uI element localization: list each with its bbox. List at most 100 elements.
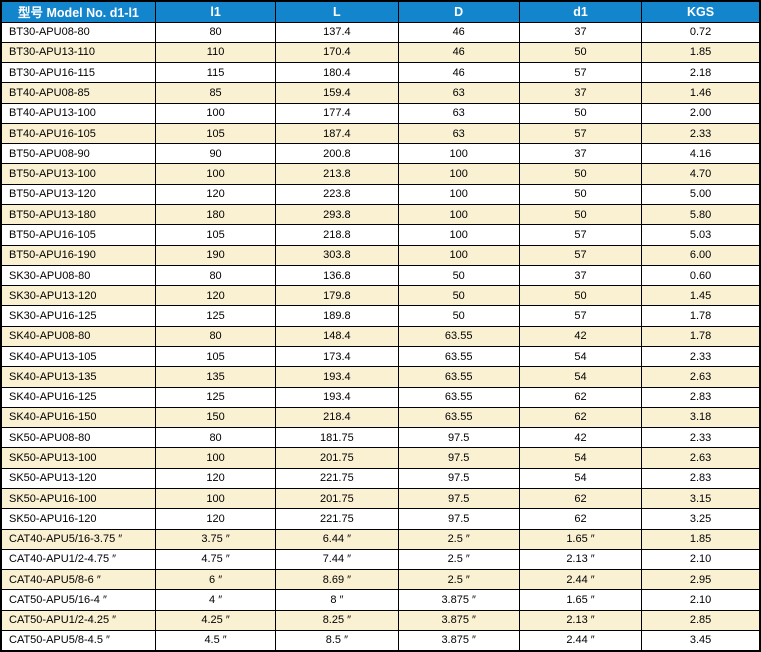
cell-l1: 6 ″ xyxy=(154,569,277,591)
cell-L: 179.8 xyxy=(275,285,399,307)
cell-L: 218.4 xyxy=(275,406,399,429)
cell-l1: 100 xyxy=(154,447,277,469)
cell-KGS: 2.10 xyxy=(641,589,761,611)
cell-D: 63 xyxy=(397,102,520,124)
cell-KGS: 3.18 xyxy=(641,406,761,429)
table-row: SK50-APU13-100 100 201.75 97.5 54 2.63 xyxy=(0,447,761,469)
cell-l1: 180 xyxy=(154,204,277,226)
cell-D: 3.875 ″ xyxy=(397,629,520,652)
cell-D: 63.55 xyxy=(397,386,520,408)
cell-L: 221.75 xyxy=(275,508,399,530)
cell-KGS: 4.70 xyxy=(641,163,761,185)
cell-l1: 4.25 ″ xyxy=(154,609,277,631)
cell-KGS: 4.16 xyxy=(641,143,761,165)
cell-d1: 50 xyxy=(518,41,643,64)
cell-l1: 4.75 ″ xyxy=(154,548,277,571)
cell-KGS: 2.33 xyxy=(641,427,761,449)
table-row: BT40-APU13-100 100 177.4 63 50 2.00 xyxy=(0,102,761,124)
cell-d1: 62 xyxy=(518,487,643,510)
cell-model-no: SK40-APU16-125 xyxy=(0,386,156,408)
cell-D: 97.5 xyxy=(397,467,520,489)
table-row: BT50-APU13-120 120 223.8 100 50 5.00 xyxy=(0,183,761,206)
header-cell-KGS: KGS xyxy=(641,0,761,23)
cell-d1: 37 xyxy=(518,143,643,165)
cell-L: 137.4 xyxy=(275,21,399,43)
table-row: CAT40-APU1/2-4.75 ″ 4.75 ″ 7.44 ″ 2.5 ″ 2.13… xyxy=(0,548,761,571)
table-row: SK50-APU13-120 120 221.75 97.5 54 2.83 xyxy=(0,467,761,489)
cell-L: 173.4 xyxy=(275,345,399,368)
cell-d1: 57 xyxy=(518,62,643,84)
cell-d1: 1.65 ″ xyxy=(518,589,643,611)
cell-KGS: 1.78 xyxy=(641,305,761,327)
cell-d1: 50 xyxy=(518,204,643,226)
cell-KGS: 0.60 xyxy=(641,264,761,287)
cell-d1: 1.65 ″ xyxy=(518,528,643,550)
cell-D: 97.5 xyxy=(397,508,520,530)
cell-model-no: SK30-APU16-125 xyxy=(0,305,156,327)
table-row: SK40-APU08-80 80 148.4 63.55 42 1.78 xyxy=(0,325,761,348)
cell-model-no: SK50-APU16-100 xyxy=(0,487,156,510)
cell-d1: 50 xyxy=(518,285,643,307)
cell-L: 213.8 xyxy=(275,163,399,185)
cell-L: 201.75 xyxy=(275,447,399,469)
cell-KGS: 1.45 xyxy=(641,285,761,307)
cell-d1: 2.44 ″ xyxy=(518,629,643,652)
table-row: SK50-APU16-120 120 221.75 97.5 62 3.25 xyxy=(0,508,761,530)
cell-d1: 50 xyxy=(518,102,643,124)
cell-d1: 2.13 ″ xyxy=(518,609,643,631)
cell-l1: 120 xyxy=(154,508,277,530)
cell-D: 97.5 xyxy=(397,447,520,469)
table-row: SK30-APU16-125 125 189.8 50 57 1.78 xyxy=(0,305,761,327)
cell-model-no: CAT40-APU1/2-4.75 ″ xyxy=(0,548,156,571)
cell-l1: 100 xyxy=(154,163,277,185)
table-row: CAT40-APU5/16-3.75 ″ 3.75 ″ 6.44 ″ 2.5 ″ 1.6… xyxy=(0,528,761,550)
header-cell-l1: l1 xyxy=(154,0,277,23)
cell-D: 97.5 xyxy=(397,427,520,449)
cell-model-no: BT50-APU16-190 xyxy=(0,244,156,266)
cell-model-no: SK40-APU16-150 xyxy=(0,406,156,429)
cell-L: 8.5 ″ xyxy=(275,629,399,652)
cell-model-no: CAT50-APU5/16-4 ″ xyxy=(0,589,156,611)
cell-model-no: CAT50-APU5/8-4.5 ″ xyxy=(0,629,156,652)
cell-d1: 54 xyxy=(518,467,643,489)
cell-L: 181.75 xyxy=(275,427,399,449)
cell-L: 7.44 ″ xyxy=(275,548,399,571)
cell-l1: 80 xyxy=(154,427,277,449)
cell-KGS: 2.83 xyxy=(641,386,761,408)
cell-l1: 80 xyxy=(154,264,277,287)
table-row: BT30-APU16-115 115 180.4 46 57 2.18 xyxy=(0,62,761,84)
cell-KGS: 2.95 xyxy=(641,569,761,591)
cell-D: 50 xyxy=(397,305,520,327)
cell-l1: 4 ″ xyxy=(154,589,277,611)
cell-d1: 37 xyxy=(518,21,643,43)
cell-d1: 57 xyxy=(518,122,643,145)
cell-KGS: 2.33 xyxy=(641,345,761,368)
header-cell-D: D xyxy=(397,0,520,23)
cell-L: 293.8 xyxy=(275,204,399,226)
cell-d1: 37 xyxy=(518,82,643,104)
table-row: SK40-APU16-150 150 218.4 63.55 62 3.18 xyxy=(0,406,761,429)
cell-KGS: 5.03 xyxy=(641,224,761,246)
cell-model-no: BT30-APU08-80 xyxy=(0,21,156,43)
cell-model-no: BT30-APU13-110 xyxy=(0,41,156,64)
cell-L: 148.4 xyxy=(275,325,399,348)
cell-D: 50 xyxy=(397,264,520,287)
cell-model-no: SK50-APU13-120 xyxy=(0,467,156,489)
table-row: CAT50-APU5/8-4.5 ″ 4.5 ″ 8.5 ″ 3.875 ″ 2.44 … xyxy=(0,629,761,652)
cell-D: 100 xyxy=(397,143,520,165)
header-cell-model-no: 型号 Model No. d1-l1 xyxy=(0,0,156,23)
cell-D: 46 xyxy=(397,62,520,84)
cell-L: 189.8 xyxy=(275,305,399,327)
table-row: BT30-APU08-80 80 137.4 46 37 0.72 xyxy=(0,21,761,43)
cell-L: 187.4 xyxy=(275,122,399,145)
cell-model-no: SK50-APU16-120 xyxy=(0,508,156,530)
cell-KGS: 0.72 xyxy=(641,21,761,43)
cell-L: 201.75 xyxy=(275,487,399,510)
cell-model-no: BT40-APU08-85 xyxy=(0,82,156,104)
cell-d1: 2.13 ″ xyxy=(518,548,643,571)
cell-D: 100 xyxy=(397,204,520,226)
cell-KGS: 5.80 xyxy=(641,204,761,226)
table-row: SK30-APU13-120 120 179.8 50 50 1.45 xyxy=(0,285,761,307)
